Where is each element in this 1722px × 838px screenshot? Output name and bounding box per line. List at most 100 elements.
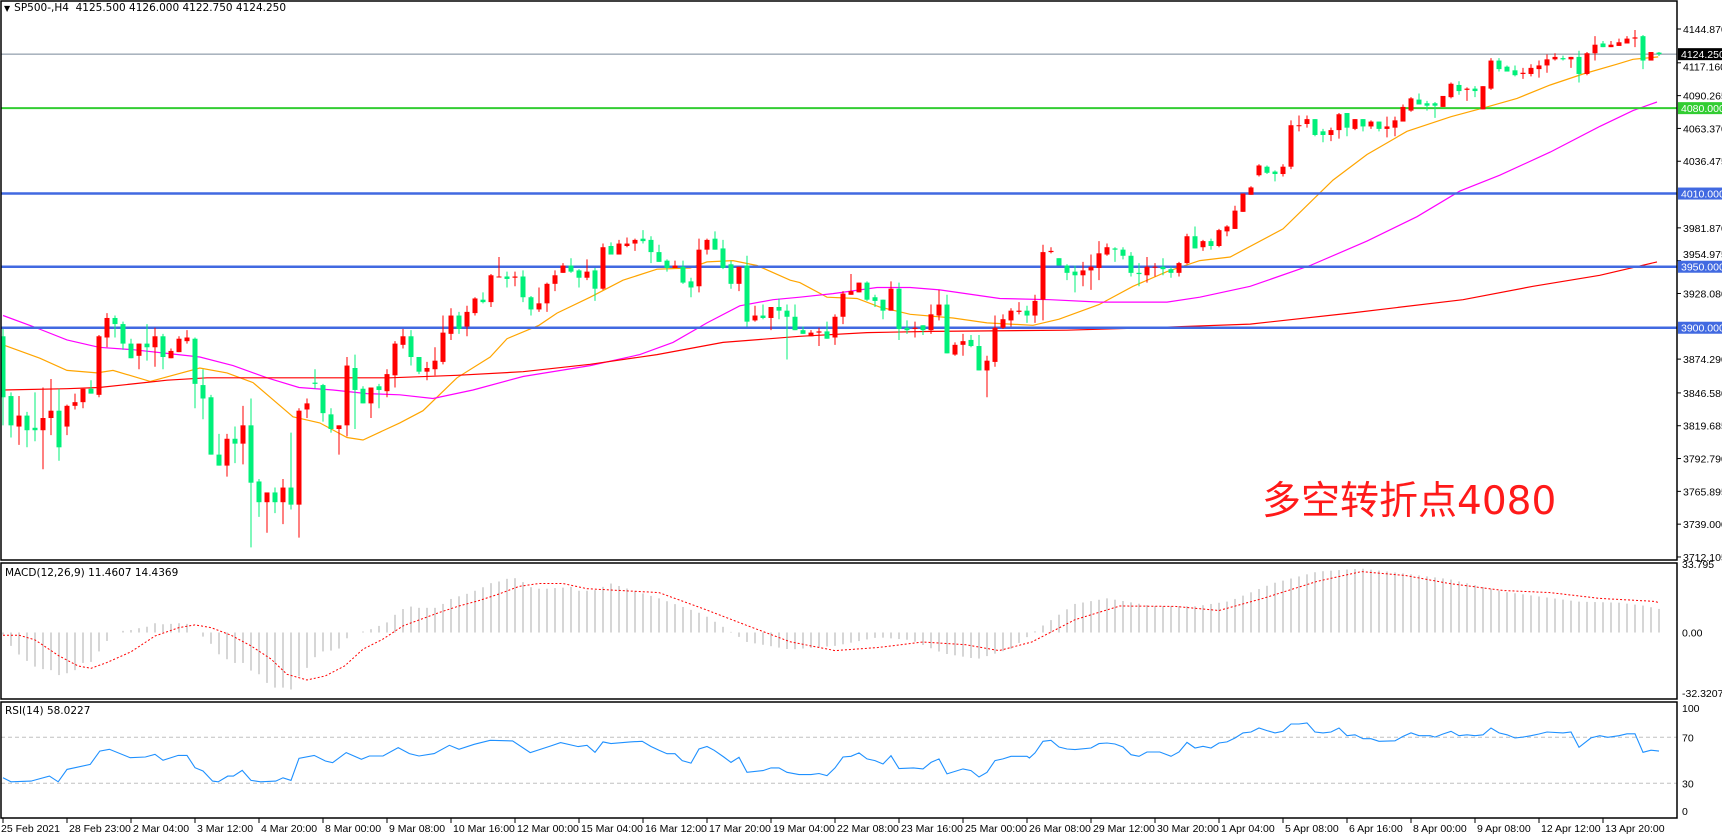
candle-body xyxy=(1144,266,1150,276)
candle-body xyxy=(392,343,398,376)
candle-body xyxy=(768,307,774,318)
candle xyxy=(128,338,134,359)
candle xyxy=(664,259,670,272)
macd-panel-frame xyxy=(0,562,1678,700)
candle xyxy=(496,256,502,278)
candle-body xyxy=(376,386,382,390)
candle xyxy=(568,258,574,273)
candle xyxy=(1016,302,1022,315)
candle-body xyxy=(1480,86,1486,110)
candle-body xyxy=(600,247,606,289)
candle xyxy=(1192,226,1198,249)
time-tick-label: 22 Mar 08:00 xyxy=(837,823,899,835)
macd-axis-label: 33.795 xyxy=(1682,559,1714,571)
candle-body xyxy=(448,315,454,334)
candle-body xyxy=(1264,166,1270,173)
candle xyxy=(544,282,550,312)
candle xyxy=(512,271,518,287)
candle xyxy=(48,378,54,436)
price-panel[interactable] xyxy=(0,30,1678,548)
candle-body xyxy=(1136,272,1142,275)
candle-body xyxy=(528,297,534,310)
rsi-panel-frame xyxy=(0,701,1678,819)
candle xyxy=(1304,115,1310,128)
candle-body xyxy=(120,324,126,344)
candle-body xyxy=(688,281,694,288)
candle xyxy=(992,315,998,367)
candle-body xyxy=(512,276,518,278)
candle-body xyxy=(1368,121,1374,127)
price-tick-label: 3712.105 xyxy=(1683,552,1722,564)
candle-body xyxy=(1640,36,1646,61)
macd-panel[interactable] xyxy=(2,568,1660,690)
time-tick-label: 29 Mar 12:00 xyxy=(1093,823,1155,835)
candle xyxy=(368,387,374,419)
candle-body xyxy=(1072,271,1078,276)
candle-body xyxy=(144,343,150,348)
candle xyxy=(824,321,830,339)
candle-body xyxy=(168,350,174,359)
time-tick-label: 17 Mar 20:00 xyxy=(709,823,771,835)
candle xyxy=(320,383,326,422)
candle xyxy=(1296,115,1302,132)
candle xyxy=(752,305,758,322)
time-tick-label: 8 Mar 00:00 xyxy=(325,823,381,835)
candle-body xyxy=(432,360,438,370)
candle xyxy=(88,380,94,394)
rsi-panel[interactable] xyxy=(1,722,1677,784)
candle-body xyxy=(672,265,678,268)
candle-body xyxy=(176,338,182,353)
candle xyxy=(744,255,750,327)
candle xyxy=(1048,247,1054,254)
candle xyxy=(312,369,318,389)
candle-body xyxy=(400,336,406,345)
candle xyxy=(1424,100,1430,111)
candle xyxy=(1096,241,1102,281)
candle-body xyxy=(1608,44,1614,48)
candle xyxy=(808,330,814,337)
candle-body xyxy=(272,492,278,503)
candle xyxy=(488,274,494,308)
time-tick-label: 3 Mar 12:00 xyxy=(197,823,253,835)
price-tick-label: 4090.265 xyxy=(1683,91,1722,103)
candle xyxy=(176,336,182,353)
candle xyxy=(904,320,910,334)
candle-body xyxy=(880,299,886,311)
candle-body xyxy=(728,264,734,284)
candle-body xyxy=(1056,258,1062,266)
candle-body xyxy=(160,336,166,358)
candle xyxy=(1072,265,1078,293)
candle xyxy=(392,341,398,388)
candle xyxy=(592,267,598,301)
time-tick-label: 25 Mar 00:00 xyxy=(965,823,1027,835)
candle-body xyxy=(80,388,86,403)
candle xyxy=(0,328,6,426)
candle-body xyxy=(1032,300,1038,316)
candle-body xyxy=(808,332,814,337)
candle xyxy=(144,324,150,361)
candle xyxy=(960,333,966,356)
candle xyxy=(40,387,46,470)
candle xyxy=(336,425,342,455)
candle-body xyxy=(320,385,326,414)
candle-body xyxy=(1016,310,1022,312)
candle xyxy=(816,327,822,347)
candle-body xyxy=(1592,44,1598,54)
triangle-down-icon[interactable]: ▼ xyxy=(4,4,11,13)
candle-body xyxy=(904,327,910,331)
candle-body xyxy=(1312,119,1318,135)
candle xyxy=(640,230,646,244)
candle xyxy=(136,343,142,370)
rsi-label: RSI(14) 58.0227 xyxy=(5,705,91,717)
candle xyxy=(240,405,246,465)
candle-body xyxy=(1416,99,1422,105)
candle xyxy=(1232,205,1238,229)
candle xyxy=(1528,64,1534,77)
candle-body xyxy=(992,327,998,362)
candle xyxy=(1360,119,1366,132)
candle xyxy=(472,297,478,316)
candle xyxy=(552,270,558,292)
candle xyxy=(256,479,262,517)
candle xyxy=(1384,116,1390,138)
